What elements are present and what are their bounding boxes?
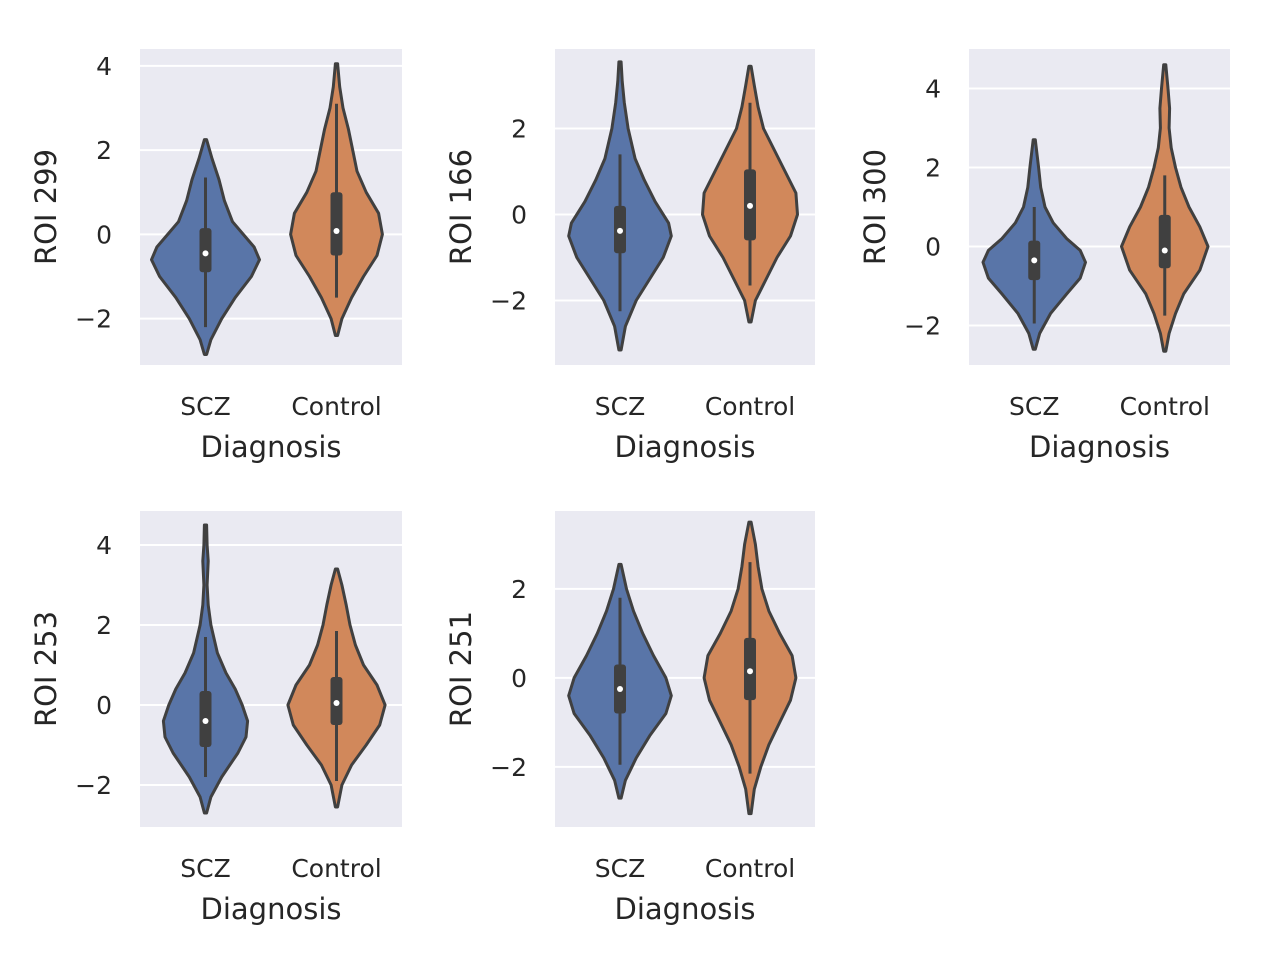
chart-panel: −2 0 2 4 SCZ Control Diagnosis ROI 253 xyxy=(29,511,402,926)
y-tick-label: −2 xyxy=(75,771,112,800)
y-tick-label: 0 xyxy=(511,201,527,230)
x-axis-label: Diagnosis xyxy=(201,892,342,926)
chart-panel: −2 0 2 4 SCZ Control Diagnosis ROI 299 xyxy=(29,49,402,464)
median-marker xyxy=(617,686,623,693)
y-axis-label: ROI 299 xyxy=(29,149,63,265)
y-tick-label: 4 xyxy=(96,52,112,81)
y-axis-label: ROI 300 xyxy=(858,149,892,265)
x-tick-label: SCZ xyxy=(1009,392,1059,421)
y-tick-label: −2 xyxy=(490,287,527,316)
y-tick-label: 0 xyxy=(96,691,112,720)
y-tick-label: −2 xyxy=(490,753,527,782)
x-axis-label: Diagnosis xyxy=(615,430,756,464)
y-tick-label: 0 xyxy=(96,220,112,249)
y-tick-label: 4 xyxy=(96,531,112,560)
y-tick-label: 2 xyxy=(925,154,941,183)
x-tick-label: Control xyxy=(291,392,381,421)
chart-panel: −2 0 2 4 SCZ Control Diagnosis ROI 300 xyxy=(858,49,1230,464)
y-tick-label: 2 xyxy=(96,611,112,640)
x-tick-label: SCZ xyxy=(180,392,230,421)
iqr-box xyxy=(199,228,212,273)
y-tick-label: 2 xyxy=(96,136,112,165)
y-tick-label: 0 xyxy=(511,664,527,693)
x-axis-label: Diagnosis xyxy=(201,430,342,464)
x-tick-label: Control xyxy=(705,392,795,421)
y-tick-label: 4 xyxy=(925,75,941,104)
median-marker xyxy=(333,228,340,235)
median-marker xyxy=(747,668,753,675)
y-axis-label: ROI 251 xyxy=(444,611,478,727)
chart-panel: −2 0 2 SCZ Control Diagnosis ROI 166 xyxy=(444,49,815,464)
y-tick-label: 0 xyxy=(925,233,941,262)
x-tick-label: SCZ xyxy=(595,392,645,421)
chart-panel: −2 0 2 SCZ Control Diagnosis ROI 251 xyxy=(444,511,815,926)
y-axis-label: ROI 253 xyxy=(29,611,63,727)
median-marker xyxy=(747,202,753,209)
median-marker xyxy=(1161,247,1168,254)
median-marker xyxy=(617,227,623,234)
y-tick-label: 2 xyxy=(511,115,527,144)
x-tick-label: Control xyxy=(1120,392,1210,421)
x-axis-label: Diagnosis xyxy=(615,892,756,926)
y-tick-label: 2 xyxy=(511,575,527,604)
x-tick-label: SCZ xyxy=(595,854,645,883)
x-tick-label: SCZ xyxy=(180,854,230,883)
iqr-box xyxy=(1158,214,1171,269)
y-axis-label: ROI 166 xyxy=(444,149,478,265)
median-marker xyxy=(333,700,340,706)
median-marker xyxy=(1031,257,1038,264)
iqr-box xyxy=(330,192,343,256)
plot-area xyxy=(969,49,1230,365)
median-marker xyxy=(202,250,209,257)
x-axis-label: Diagnosis xyxy=(1029,430,1170,464)
y-tick-label: −2 xyxy=(904,312,941,341)
y-tick-label: −2 xyxy=(75,305,112,334)
median-marker xyxy=(202,718,209,724)
x-tick-label: Control xyxy=(705,854,795,883)
x-tick-label: Control xyxy=(291,854,381,883)
